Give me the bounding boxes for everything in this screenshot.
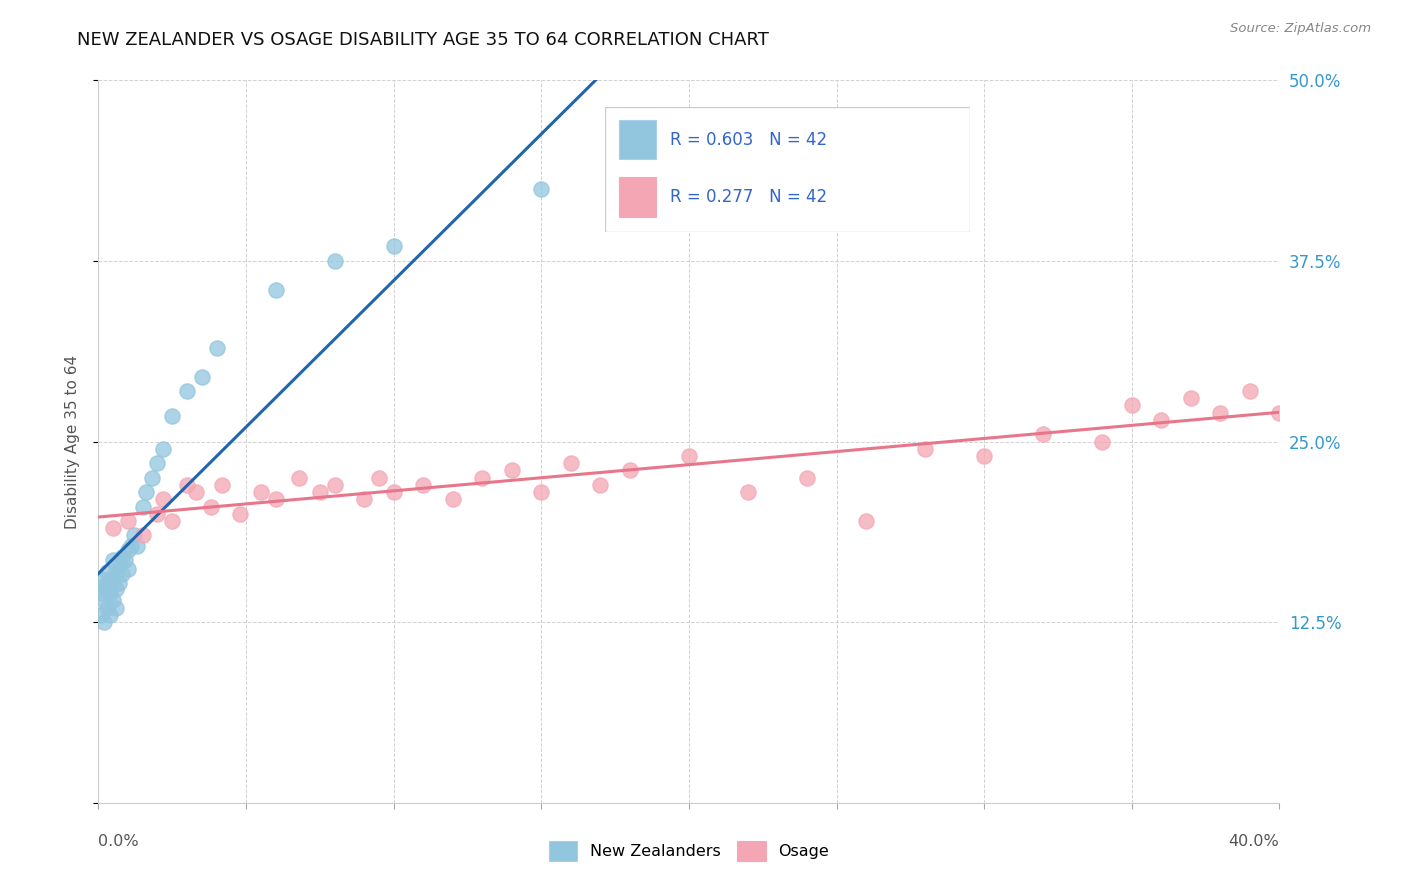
Point [103,572,125,586]
Point [132,500,155,514]
Point [250,485,273,500]
Point [382,485,405,500]
Point [162,409,183,423]
Point [288,470,311,484]
Point [353,492,375,507]
Point [412,478,434,492]
Point [176,478,198,492]
Point [323,253,346,268]
Point [530,182,553,196]
Point [796,470,818,484]
Point [530,485,553,500]
Point [96,565,118,579]
Point [264,283,287,297]
Point [1150,413,1173,427]
Legend: New Zealanders, Osage: New Zealanders, Osage [543,835,835,867]
Point [184,485,207,500]
Point [1121,398,1143,412]
Point [309,485,332,500]
Text: Source: ZipAtlas.com: Source: ZipAtlas.com [1230,22,1371,36]
Point [648,124,671,138]
Point [973,449,995,463]
Point [114,553,136,567]
Point [678,449,700,463]
Point [211,478,233,492]
Point [191,369,214,384]
Point [1298,376,1320,391]
Text: 40.0%: 40.0% [1229,834,1279,849]
Point [146,507,169,521]
Point [146,456,169,470]
Point [323,478,346,492]
Point [560,456,582,470]
Point [1239,384,1261,398]
Point [162,514,183,528]
Point [855,514,877,528]
Point [90,607,112,622]
Point [120,539,142,553]
Point [1091,434,1114,449]
Point [589,478,612,492]
Point [1268,406,1291,420]
Point [93,615,115,630]
Point [122,528,145,542]
Point [103,553,125,567]
Point [111,550,134,565]
Point [619,463,641,477]
Text: 0.0%: 0.0% [98,834,139,849]
Point [1032,427,1054,442]
Point [111,567,134,582]
Point [135,485,157,500]
Text: R = 0.277   N = 42: R = 0.277 N = 42 [671,188,828,206]
Point [382,239,405,253]
Point [105,582,128,596]
Point [105,565,128,579]
Point [117,562,139,576]
FancyBboxPatch shape [605,107,970,232]
Point [176,384,198,398]
Point [1209,406,1232,420]
Point [152,492,174,507]
Point [229,507,252,521]
Point [96,600,118,615]
Y-axis label: Disability Age 35 to 64: Disability Age 35 to 64 [65,354,80,529]
Point [108,558,131,572]
Point [98,586,121,600]
Point [737,485,759,500]
Point [1180,391,1202,405]
Point [200,500,222,514]
Text: NEW ZEALANDER VS OSAGE DISABILITY AGE 35 TO 64 CORRELATION CHART: NEW ZEALANDER VS OSAGE DISABILITY AGE 35… [77,31,769,49]
Bar [619,120,655,160]
Point [108,576,131,591]
Point [264,492,287,507]
Point [98,572,121,586]
Bar [619,177,655,217]
Point [90,572,112,586]
Point [501,463,523,477]
Point [103,593,125,607]
Point [98,607,121,622]
Point [90,586,112,600]
Point [441,492,464,507]
Point [96,582,118,596]
Point [914,442,936,456]
Point [117,542,139,557]
Point [93,593,115,607]
Point [125,539,148,553]
Point [152,442,174,456]
Point [471,470,494,484]
Point [205,341,228,355]
Point [141,470,163,484]
Point [368,470,391,484]
Text: R = 0.603   N = 42: R = 0.603 N = 42 [671,130,828,148]
Point [93,579,115,593]
Point [105,600,128,615]
Point [103,521,125,535]
Point [117,514,139,528]
Point [132,528,155,542]
